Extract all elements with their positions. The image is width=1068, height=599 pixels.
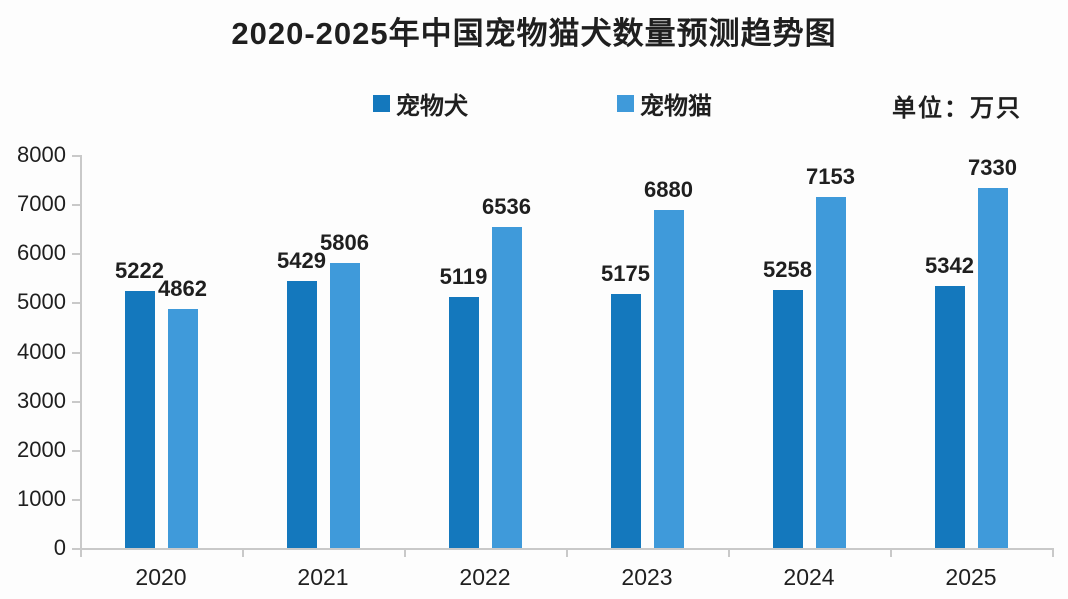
- x-axis-tick: [404, 548, 406, 557]
- x-axis-category-label: 2023: [621, 564, 673, 590]
- dog-series-swatch: [373, 94, 390, 112]
- x-axis-category-label: 2025: [945, 564, 997, 590]
- bar-宠物猫-2020: [167, 309, 198, 548]
- y-axis-tick: [72, 253, 80, 256]
- y-axis-tick-label: 6000: [17, 240, 66, 266]
- bar-宠物猫-2025: [977, 187, 1008, 548]
- y-axis-tick-label: 0: [53, 535, 66, 560]
- bar-宠物犬-2021: [286, 281, 317, 548]
- bar-value-宠物猫-2024: 7153: [806, 163, 855, 189]
- cat-series-swatch: [617, 94, 634, 112]
- x-axis-tick: [242, 548, 244, 557]
- x-axis-tick: [890, 548, 892, 557]
- x-axis-tick: [1052, 548, 1054, 557]
- y-axis-tick-label: 3000: [17, 387, 66, 413]
- x-axis-tick: [566, 548, 568, 557]
- bar-宠物犬-2023: [610, 293, 641, 548]
- cat-series-label: 宠物猫: [640, 92, 712, 120]
- y-axis-tick: [72, 204, 80, 207]
- x-axis-category-label: 2024: [783, 564, 835, 590]
- y-axis-tick-label: 2000: [17, 436, 66, 462]
- bar-宠物猫-2024: [815, 196, 846, 548]
- y-axis-tick: [72, 449, 80, 452]
- bar-value-宠物猫-2023: 6880: [644, 177, 693, 203]
- bar-宠物犬-2024: [772, 289, 803, 548]
- x-axis-tick: [80, 548, 82, 557]
- legend-item-dog: 宠物犬: [373, 90, 468, 120]
- bar-宠物猫-2021: [329, 262, 360, 548]
- bar-value-宠物犬-2020: 5222: [115, 258, 164, 284]
- x-axis-category-label: 2022: [459, 564, 511, 590]
- dog-series-label: 宠物犬: [396, 92, 468, 120]
- y-axis-tick-label: 1000: [17, 485, 66, 511]
- bar-value-宠物犬-2022: 5119: [439, 263, 488, 289]
- bar-宠物猫-2022: [491, 226, 522, 548]
- y-axis-line: [80, 155, 82, 548]
- y-axis-tick-label: 8000: [17, 142, 66, 167]
- y-axis-tick: [72, 155, 80, 157]
- bar-value-宠物猫-2022: 6536: [482, 193, 531, 219]
- y-axis-tick-label: 5000: [17, 289, 66, 315]
- y-axis-tick: [72, 498, 80, 501]
- legend-item-cat: 宠物猫: [617, 90, 712, 120]
- x-axis-tick: [728, 548, 730, 557]
- y-axis-tick: [72, 302, 80, 305]
- bar-value-宠物犬-2023: 5175: [601, 260, 650, 286]
- x-axis-category-label: 2021: [297, 564, 349, 590]
- bar-宠物犬-2025: [934, 285, 965, 548]
- bar-value-宠物犬-2024: 5258: [763, 256, 812, 282]
- bar-宠物犬-2022: [448, 296, 479, 548]
- y-axis-tick-label: 7000: [17, 191, 66, 217]
- x-axis-category-label: 2020: [135, 564, 187, 590]
- bar-value-宠物猫-2025: 7330: [968, 154, 1017, 180]
- chart-title: 2020-2025年中国宠物猫犬数量预测趋势图: [231, 16, 837, 51]
- y-axis-tick-label: 4000: [17, 338, 66, 364]
- y-axis-tick: [72, 400, 80, 403]
- bar-宠物犬-2020: [124, 291, 155, 548]
- bar-value-宠物猫-2020: 4862: [158, 276, 207, 302]
- bar-宠物猫-2023: [653, 210, 684, 548]
- bar-value-宠物犬-2025: 5342: [925, 252, 974, 278]
- y-axis-tick: [72, 548, 80, 550]
- unit-label: 单位：万只: [892, 95, 1022, 122]
- bar-value-宠物犬-2021: 5429: [277, 248, 326, 274]
- bar-value-宠物猫-2021: 5806: [320, 229, 369, 255]
- y-axis-tick: [72, 351, 80, 354]
